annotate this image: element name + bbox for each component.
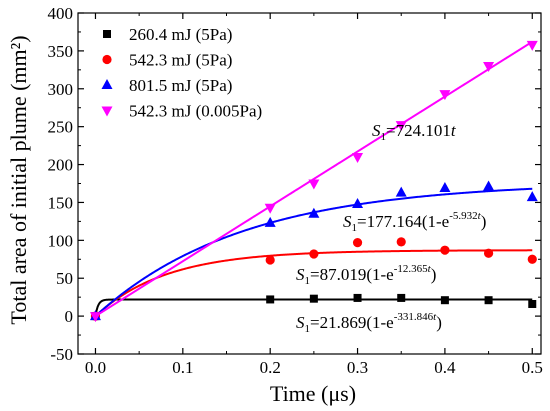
data-point-s1 xyxy=(352,238,363,248)
y-tick-label: 350 xyxy=(48,42,74,61)
legend-label-1: 542.3 mJ (5Pa) xyxy=(129,51,232,70)
data-point-s3 xyxy=(264,203,276,214)
x-tick-label: 0.4 xyxy=(434,358,456,377)
fit-equation-0: S1=21.869(1-e-331.846t) xyxy=(296,311,442,335)
data-point-s2 xyxy=(439,182,451,193)
data-point-s1 xyxy=(396,237,406,247)
legend-label-2: 801.5 mJ (5Pa) xyxy=(129,76,232,95)
data-point-s0 xyxy=(484,296,493,305)
data-point-s1 xyxy=(527,254,537,264)
x-axis-title: Time (μs) xyxy=(270,381,356,406)
y-tick-label: 200 xyxy=(48,156,74,175)
data-point-s3 xyxy=(439,90,451,101)
fit-equation-2: S1=177.164(1-e-5.932t) xyxy=(343,210,486,234)
data-point-s2 xyxy=(264,216,276,227)
legend-label-3: 542.3 mJ (0.005Pa) xyxy=(129,102,262,121)
data-point-s0 xyxy=(353,293,362,302)
y-tick-label: 300 xyxy=(48,80,74,99)
y-tick-label: 0 xyxy=(65,307,74,326)
data-point-s3 xyxy=(483,62,495,73)
legend-marker-2 xyxy=(101,79,113,89)
legend-marker-3 xyxy=(101,106,113,117)
data-point-s3 xyxy=(526,40,538,51)
fit-curve-3 xyxy=(94,40,533,317)
y-tick-label: 400 xyxy=(48,4,74,23)
data-point-s1 xyxy=(440,245,450,255)
x-tick-label: 0.1 xyxy=(172,358,193,377)
data-point-s2 xyxy=(483,180,495,191)
fit-equation-3: S1=724.101t xyxy=(372,121,457,143)
data-point-s2 xyxy=(526,191,538,202)
x-tick-label: 0.5 xyxy=(522,358,543,377)
data-point-s3 xyxy=(89,312,101,323)
y-axis-title: Total area of initial plume (mm²) xyxy=(6,35,31,324)
data-point-s3 xyxy=(352,152,364,163)
data-point-s1 xyxy=(265,255,275,265)
data-point-s1 xyxy=(309,249,319,259)
fit-equation-1: S1=87.019(1-e-12.365t) xyxy=(296,263,436,287)
data-point-s0 xyxy=(309,294,318,303)
x-tick-label: 0.2 xyxy=(260,358,281,377)
data-point-s1 xyxy=(483,248,494,258)
data-point-s2 xyxy=(395,186,407,197)
data-point-s0 xyxy=(266,295,275,304)
legend-marker-1 xyxy=(102,54,112,65)
data-point-s3 xyxy=(308,179,320,190)
x-tick-label: 0.3 xyxy=(347,358,368,377)
data-point-s0 xyxy=(528,299,537,308)
legend-label-0: 260.4 mJ (5Pa) xyxy=(129,25,232,44)
x-tick-label: 0.0 xyxy=(85,358,106,377)
y-tick-label: -50 xyxy=(50,345,73,364)
data-point-s2 xyxy=(308,207,320,218)
y-tick-label: 50 xyxy=(56,269,73,288)
y-tick-label: 150 xyxy=(48,193,74,212)
data-point-s3 xyxy=(395,121,407,132)
data-point-s2 xyxy=(352,197,364,208)
y-tick-label: 100 xyxy=(48,231,74,250)
y-tick-label: 250 xyxy=(48,118,74,137)
data-point-s0 xyxy=(440,296,449,305)
legend-marker-0 xyxy=(103,30,111,38)
data-point-s0 xyxy=(397,293,406,302)
